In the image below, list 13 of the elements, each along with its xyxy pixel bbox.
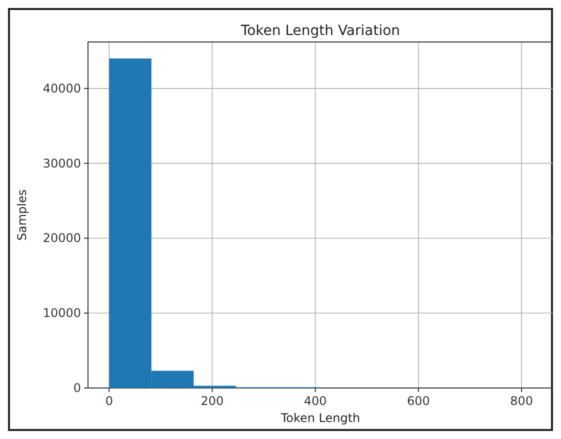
y-tick-label: 30000 [42,156,81,170]
y-tick-label: 40000 [42,81,81,96]
x-axis-title: Token Length [280,411,360,425]
chart-title: Token Length Variation [240,23,400,39]
y-tick-label: 10000 [42,306,81,320]
x-tick-label: 0 [105,394,113,408]
x-tick-label: 200 [200,394,224,408]
x-tick-label: 600 [406,394,430,408]
x-tick-label: 400 [304,394,327,408]
y-tick-label: 20000 [42,231,81,246]
y-tick-label: 0 [73,381,81,395]
x-tick-label: 800 [510,394,534,408]
y-axis-title: Samples [15,189,29,241]
